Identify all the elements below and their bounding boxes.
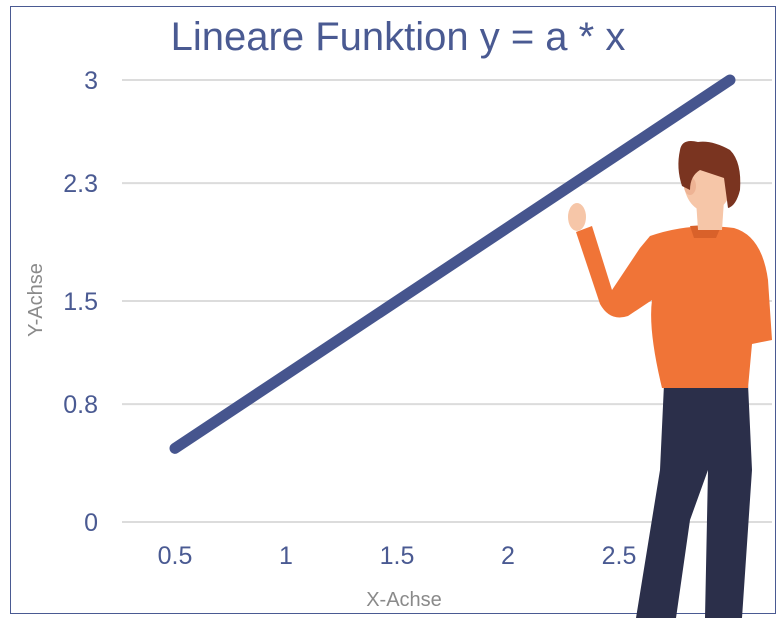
chart-title: Lineare Funktion y = a * x (171, 15, 626, 59)
x-tick-labels: 0.511.522.53 (158, 542, 737, 570)
x-tick-label: 1.5 (380, 542, 415, 570)
y-tick-label: 2.3 (63, 170, 98, 198)
series-layer (169, 74, 736, 454)
y-tick-label: 0 (84, 509, 98, 537)
man-pointing-icon (568, 141, 772, 618)
y-tick-labels: 0 0.8 1.5 2.3 3 (63, 67, 98, 537)
y-tick-label: 3 (84, 67, 98, 95)
x-axis-label: X-Achse (366, 589, 442, 611)
x-tick-label: 1 (279, 542, 293, 570)
x-tick-label: 2 (501, 542, 515, 570)
x-tick-label: 2.5 (602, 542, 637, 570)
y-axis-label: Y-Achse (25, 263, 47, 337)
y-tick-label: 1.5 (63, 288, 98, 316)
y-tick-label: 0.8 (63, 391, 98, 419)
series-line (169, 74, 736, 454)
chart-border (10, 6, 776, 614)
x-tick-label: 0.5 (158, 542, 193, 570)
